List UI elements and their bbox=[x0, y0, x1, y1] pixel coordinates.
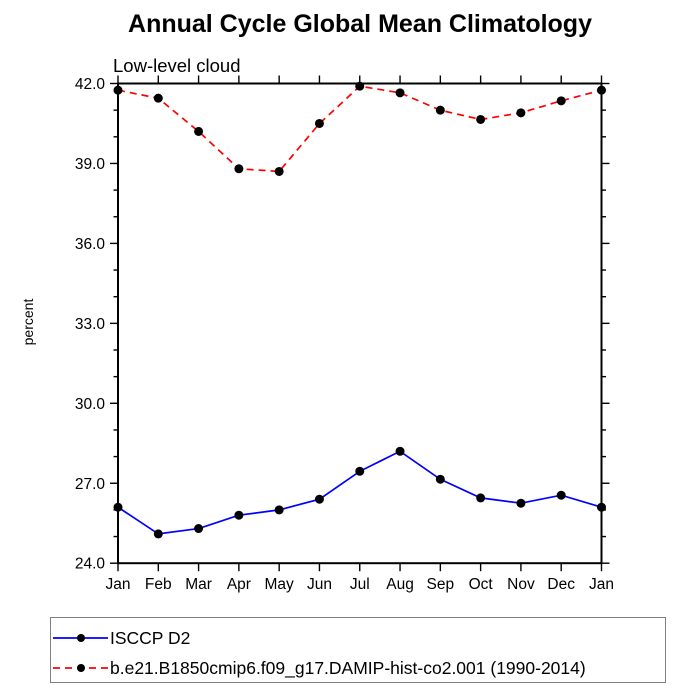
chart-title: Annual Cycle Global Mean Climatology bbox=[128, 10, 592, 38]
data-point-marker bbox=[395, 446, 405, 456]
y-tick-label: 24.0 bbox=[75, 556, 106, 573]
x-tick-label: Apr bbox=[227, 576, 251, 593]
y-tick-label: 27.0 bbox=[75, 476, 106, 493]
data-point-marker bbox=[355, 466, 365, 476]
x-tick-label: Jul bbox=[350, 576, 370, 593]
x-tick-label: Sep bbox=[427, 576, 455, 593]
legend-label: ISCCP D2 bbox=[110, 628, 191, 648]
data-point-marker bbox=[435, 105, 445, 115]
data-point-marker bbox=[476, 493, 486, 503]
plot-area: 24.0 27.0 30.0 33.0 36.0 39.0 42.0 Jan Feb Mar Apr… bbox=[75, 75, 614, 593]
data-point-marker bbox=[113, 502, 123, 512]
y-tick-label: 39.0 bbox=[75, 156, 106, 173]
x-tick-label: May bbox=[265, 576, 295, 593]
legend-line-sample bbox=[53, 634, 108, 642]
legend-line-sample bbox=[53, 664, 108, 672]
data-point-marker bbox=[516, 108, 526, 118]
data-point-marker bbox=[274, 166, 284, 176]
data-point-marker bbox=[435, 474, 445, 484]
data-point-marker bbox=[113, 85, 123, 95]
x-tick-label: Jan bbox=[106, 576, 131, 593]
legend-row-1: b.e21.B1850cmip6.f09_g17.DAMIP-hist-co2.… bbox=[53, 655, 586, 681]
x-tick-label: Oct bbox=[469, 576, 494, 593]
y-tick-label: 36.0 bbox=[75, 236, 106, 253]
legend-label: b.e21.B1850cmip6.f09_g17.DAMIP-hist-co2.… bbox=[110, 658, 586, 678]
data-point-marker bbox=[314, 118, 324, 128]
chart-subtitle: Low-level cloud bbox=[113, 55, 241, 76]
legend: ISCCP D2 b.e21.B1850cmip6.f09_g17.DAMIP-h… bbox=[50, 617, 666, 683]
data-point-marker bbox=[556, 490, 566, 500]
series-line-0 bbox=[117, 450, 602, 535]
data-point-marker bbox=[597, 85, 606, 95]
legend-row-0: ISCCP D2 bbox=[53, 625, 190, 651]
data-point-marker bbox=[194, 126, 204, 136]
data-point-marker bbox=[314, 494, 324, 504]
data-point-marker bbox=[597, 502, 606, 512]
x-tick-label: Jan bbox=[589, 576, 614, 593]
data-point-marker bbox=[153, 529, 163, 539]
y-tick-label: 42.0 bbox=[75, 76, 106, 93]
data-point-marker bbox=[234, 164, 244, 174]
climatology-line-chart: Annual Cycle Global Mean Climatology Low… bbox=[20, 10, 614, 593]
data-point-marker bbox=[194, 524, 204, 534]
data-point-marker bbox=[355, 81, 365, 91]
data-point-marker bbox=[395, 88, 405, 98]
series-line-1 bbox=[117, 85, 602, 173]
y-axis-title: percent bbox=[20, 299, 36, 346]
y-tick-label: 30.0 bbox=[75, 396, 106, 413]
data-point-marker bbox=[516, 498, 526, 508]
y-tick-label: 33.0 bbox=[75, 316, 106, 333]
x-tick-label: Nov bbox=[507, 576, 535, 593]
data-point-marker bbox=[234, 510, 244, 520]
data-point-marker bbox=[153, 93, 163, 103]
x-tick-label: Aug bbox=[386, 576, 414, 593]
data-point-marker bbox=[476, 114, 486, 124]
data-point-marker bbox=[274, 505, 284, 515]
x-tick-label: Feb bbox=[145, 576, 172, 593]
x-tick-label: Dec bbox=[547, 576, 575, 593]
axis-frame bbox=[117, 82, 603, 565]
x-tick-label: Jun bbox=[307, 576, 332, 593]
x-tick-label: Mar bbox=[185, 576, 212, 593]
data-point-marker bbox=[556, 96, 566, 106]
